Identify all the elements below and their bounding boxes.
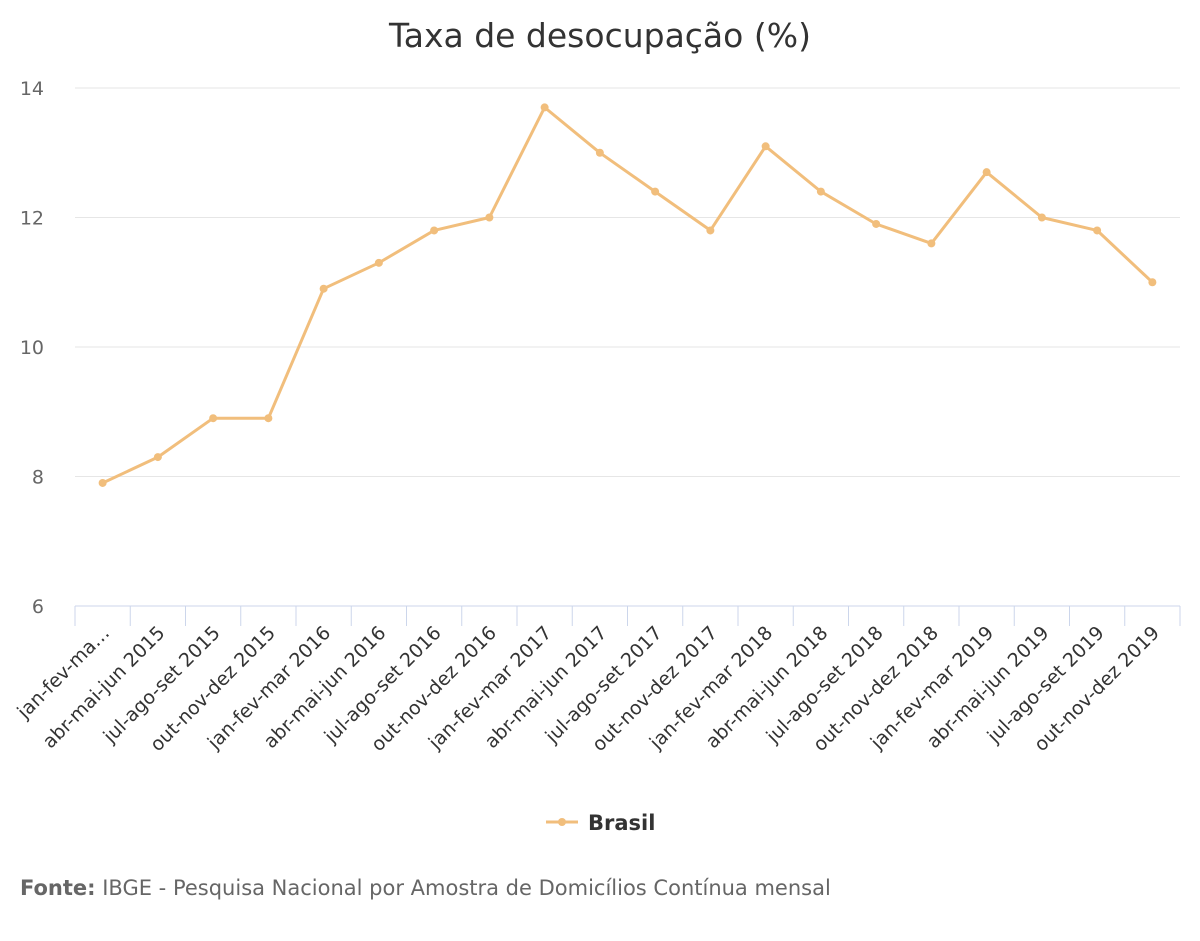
data-point[interactable] [319, 284, 328, 293]
data-point[interactable] [485, 213, 494, 222]
y-tick-label: 12 [20, 208, 44, 230]
y-tick-label: 14 [20, 78, 44, 100]
chart-title: Taxa de desocupação (%) [388, 16, 811, 55]
data-point[interactable] [1037, 213, 1046, 222]
y-tick-label: 10 [20, 337, 44, 359]
y-tick-label: 6 [32, 596, 44, 618]
data-point[interactable] [540, 103, 549, 112]
legend-label[interactable]: Brasil [588, 811, 655, 835]
legend[interactable]: Brasil [546, 811, 655, 835]
data-point[interactable] [1148, 278, 1157, 287]
series-line[interactable] [101, 105, 1154, 485]
series-brasil[interactable] [98, 103, 1157, 487]
data-point[interactable] [374, 258, 383, 267]
source-label: Fonte: [20, 876, 96, 900]
data-point[interactable] [1093, 226, 1102, 235]
data-point[interactable] [98, 478, 107, 487]
data-point[interactable] [706, 226, 715, 235]
data-point[interactable] [430, 226, 439, 235]
y-tick-label: 8 [32, 467, 44, 489]
data-point[interactable] [153, 453, 162, 462]
data-point[interactable] [651, 187, 660, 196]
data-point[interactable] [595, 148, 604, 157]
data-point[interactable] [927, 239, 936, 248]
data-point[interactable] [872, 219, 881, 228]
data-point[interactable] [816, 187, 825, 196]
x-tick-label: jan-fev-ma… [12, 622, 114, 724]
data-point[interactable] [761, 142, 770, 151]
data-point[interactable] [982, 168, 991, 177]
y-axis-labels: 6 8 10 12 14 [20, 78, 44, 618]
data-point[interactable] [264, 414, 273, 423]
source-text: IBGE - Pesquisa Nacional por Amostra de … [95, 876, 831, 900]
source-note: Fonte: IBGE - Pesquisa Nacional por Amos… [20, 876, 831, 900]
data-point[interactable] [209, 414, 218, 423]
legend-point-marker [558, 818, 566, 826]
x-axis [74, 605, 1181, 626]
grid-lines [75, 87, 1180, 477]
